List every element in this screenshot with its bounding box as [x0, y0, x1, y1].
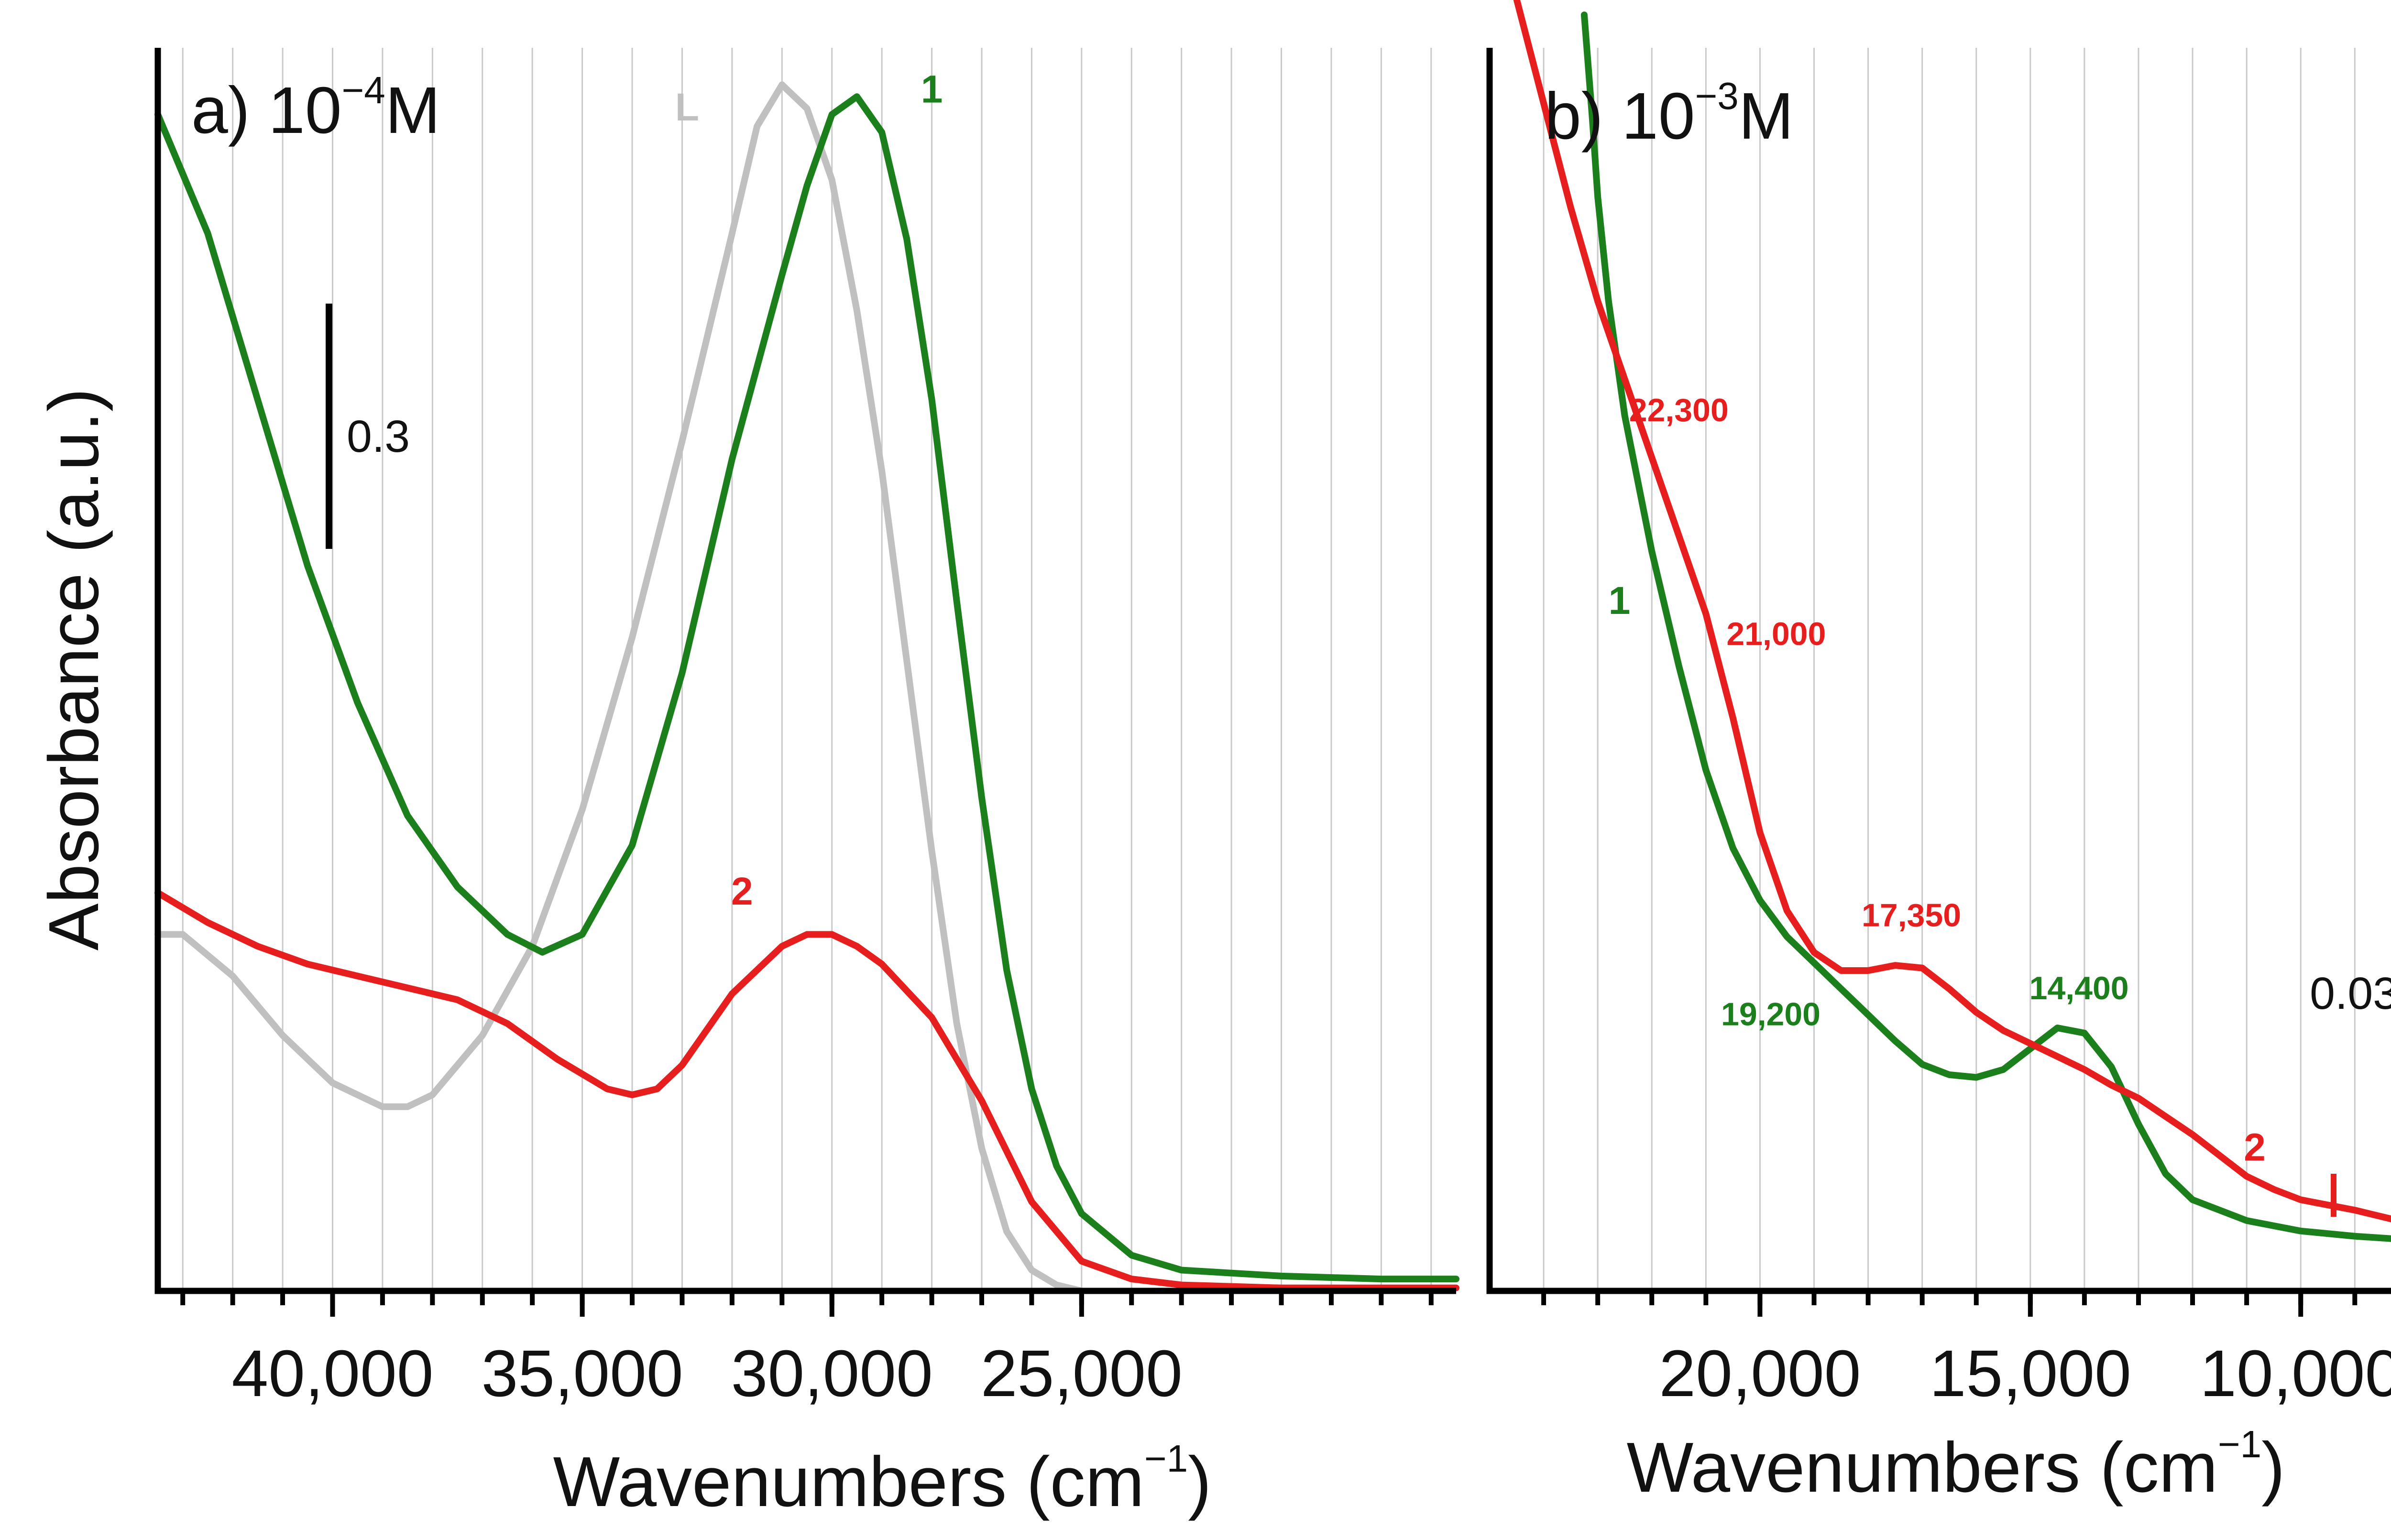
series-label-1: 1: [1609, 579, 1631, 623]
panel-b-scale-bar-label: 0.03: [2310, 968, 2391, 1019]
x-tick-label: 20,000: [1659, 1337, 1861, 1410]
panel-a-x-ticks: [180, 1291, 1434, 1317]
panel-b-label: b) 10−3M: [1545, 75, 1794, 153]
panel-b-x-ticks: [1541, 1291, 2358, 1317]
panel-b-curves: [1513, 0, 2391, 1242]
panel-b-axes: [1486, 48, 2391, 1294]
peak-annotation: 22,300: [1629, 392, 1729, 428]
series-line-2: [154, 889, 1459, 1291]
panel-a-curves: [154, 81, 1459, 1294]
panel-a-grid: [182, 48, 1432, 1291]
panel-b-series-labels: 12: [1609, 579, 2266, 1169]
series-line-1: [154, 93, 1459, 1283]
panel-b-x-tick-labels: 20,000 15,000 10,000: [1659, 1337, 2391, 1410]
x-tick-label: 15,000: [1930, 1337, 2131, 1410]
series-label-L: L: [675, 86, 699, 129]
series-line-2: [1513, 0, 2391, 1223]
panel-a: 40,000 35,000 30,000 25,000 L 1 2 a) 10−4M 0.…: [34, 48, 1459, 1521]
series-line-1: [1580, 11, 2391, 1242]
series-label-2: 2: [731, 870, 753, 913]
peak-annotation: 21,000: [1726, 616, 1826, 652]
panel-a-axes: [154, 48, 1456, 1294]
series-label-2: 2: [2244, 1126, 2266, 1169]
x-tick-label: 40,000: [231, 1337, 433, 1410]
peak-annotation: 19,200: [1721, 996, 1821, 1032]
panel-b-grid: [1543, 48, 2356, 1291]
x-tick-label: 10,000: [2200, 1337, 2391, 1410]
panel-a-series-labels: L 1 2: [675, 68, 943, 914]
x-tick-label: 30,000: [731, 1337, 933, 1410]
peak-annotation: 14,400: [2029, 970, 2129, 1006]
panel-b: 20,000 15,000 10,000 12 22,30021,00017,350…: [1486, 0, 2391, 1507]
panel-b-annotations: 22,300 21,000 17,350 19,200 14,400: [1629, 392, 2129, 1033]
series-label-1: 1: [921, 68, 943, 111]
panel-a-x-tick-labels: 40,000 35,000 30,000 25,000: [231, 1337, 1182, 1410]
panel-a-scale-bar-label: 0.3: [347, 411, 410, 462]
x-tick-label: 25,000: [981, 1337, 1183, 1410]
panel-a-label: a) 10−4M: [191, 69, 440, 147]
peak-annotation: 17,350: [1862, 897, 1961, 933]
x-tick-label: 35,000: [482, 1337, 683, 1410]
panel-b-x-axis-title: Wavenumbers (cm−1): [1627, 1423, 2285, 1507]
panel-a-x-axis-title: Wavenumbers (cm−1): [553, 1437, 1212, 1521]
y-axis-title: Absorbance (a.u.): [34, 388, 113, 950]
